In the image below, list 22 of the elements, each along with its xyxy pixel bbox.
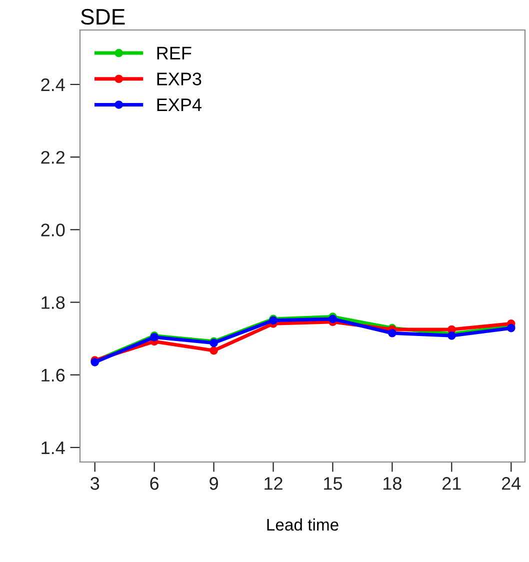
y-tick-label: 2.4	[41, 78, 65, 91]
x-tick-label: 3	[90, 477, 100, 490]
y-tick-label: 2.0	[41, 224, 65, 236]
x-tick-label: 12	[264, 477, 282, 490]
x-tick-label: 21	[442, 477, 461, 490]
x-tick-label: 9	[210, 477, 218, 490]
x-tick-label: 18	[384, 477, 402, 490]
y-tick-label: 1.4	[42, 442, 65, 454]
chart-title: SDE	[81, 8, 125, 25]
legend-label: REF	[157, 46, 192, 60]
legend-label: EXP3	[157, 72, 202, 86]
y-tick-label: 1.8	[42, 296, 65, 309]
x-tick-label: 6	[150, 477, 159, 490]
legend-label: EXP4	[157, 98, 202, 112]
x-tick-label: 24	[502, 477, 521, 490]
point	[210, 346, 218, 355]
point	[388, 328, 396, 338]
x-tick-label: 15	[324, 477, 342, 490]
y-tick-label: 1.6	[42, 368, 65, 382]
point	[328, 314, 337, 324]
y-tick-label: 2.2	[41, 150, 65, 164]
x-axis-title: Lead time	[267, 518, 338, 531]
